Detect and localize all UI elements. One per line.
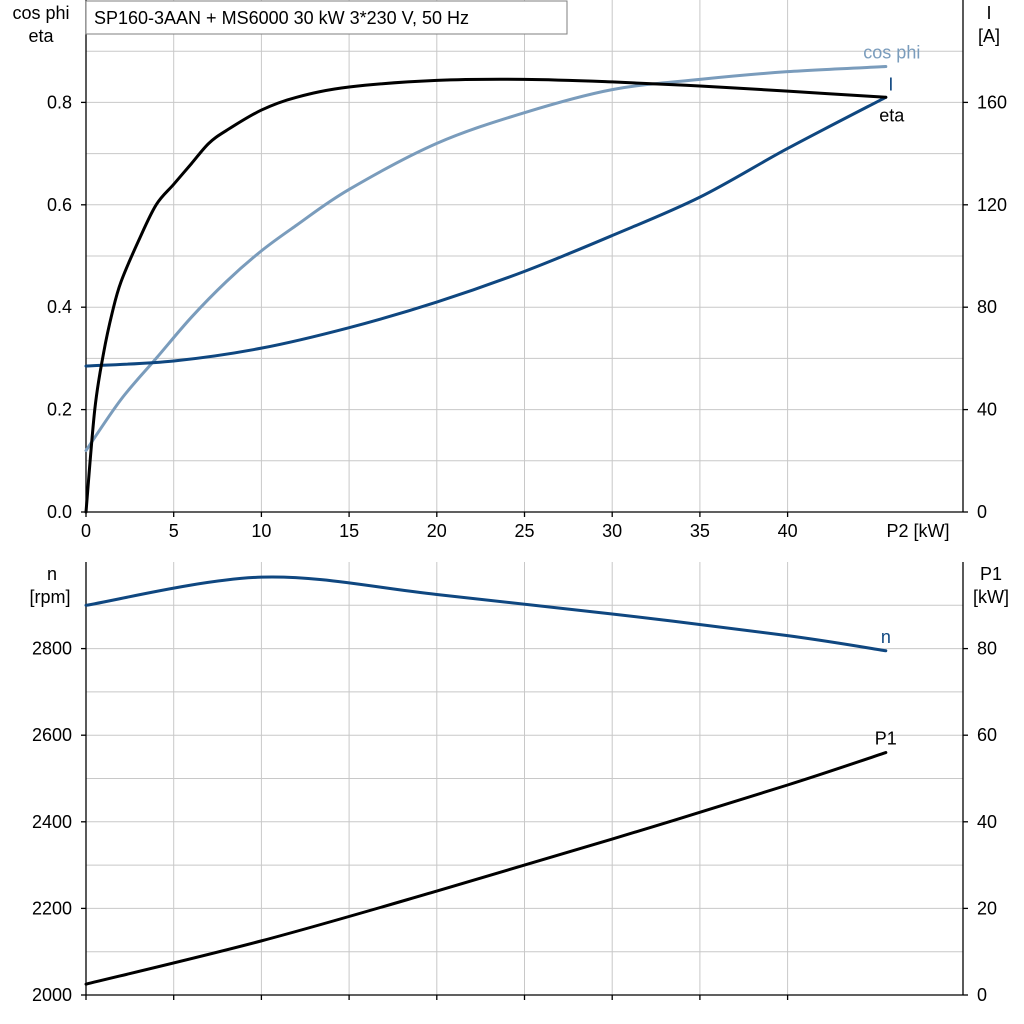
top-plot-grid: [86, 0, 963, 512]
x-tick-label: 5: [169, 521, 179, 541]
eta-curve: [84, 77, 888, 514]
chart-marks: 0 5 10 15 20 25 30 35 40 0.0 0.2 0.4 0.6 0.8 0 40 80 120 1…: [32, 43, 1007, 1005]
bottom-right-tick-label: 40: [977, 812, 997, 832]
top-left-ylabel-line1: cos phi: [12, 3, 69, 23]
bottom-left-tick-label: 2000: [32, 985, 72, 1005]
top-xlabel: P2 [kW]: [886, 521, 949, 541]
top-right-tick-label: 40: [977, 400, 997, 420]
top-left-ylabel-line2: eta: [28, 26, 54, 46]
bottom-left-tick-label: 2400: [32, 812, 72, 832]
bottom-right-tick-label: 20: [977, 898, 997, 918]
bottom-right-tick-label: 0: [977, 985, 987, 1005]
cos-phi-curve: [84, 65, 888, 453]
current-series-label: I: [888, 74, 893, 94]
chart-title: SP160-3AAN + MS6000 30 kW 3*230 V, 50 Hz: [94, 8, 469, 28]
top-right-tick-label: 80: [977, 297, 997, 317]
top-right-tick-label: 160: [977, 92, 1007, 112]
x-tick-label: 10: [251, 521, 271, 541]
bottom-left-ylabel-line1: n: [47, 564, 57, 584]
bottom-left-tick-label: 2200: [32, 898, 72, 918]
top-left-tick-label: 0.4: [47, 297, 72, 317]
x-tick-label: 15: [339, 521, 359, 541]
bottom-right-tick-label: 80: [977, 639, 997, 659]
speed-curve: [84, 575, 888, 653]
top-right-ylabel-line2: [A]: [978, 26, 1000, 46]
bottom-right-ylabel-line1: P1: [980, 564, 1002, 584]
eta-series-label: eta: [879, 105, 905, 125]
current-curve: [84, 95, 888, 368]
speed-series-label: n: [881, 627, 891, 647]
bottom-left-tick-label: 2800: [32, 639, 72, 659]
top-left-tick-label: 0.6: [47, 195, 72, 215]
bottom-left-tick-label: 2600: [32, 725, 72, 745]
top-right-tick-label: 0: [977, 502, 987, 522]
x-tick-label: 35: [690, 521, 710, 541]
top-left-tick-label: 0.2: [47, 400, 72, 420]
top-left-tick-label: 0.8: [47, 92, 72, 112]
cos-phi-series-label: cos phi: [863, 43, 920, 63]
x-tick-label: 25: [514, 521, 534, 541]
top-right-tick-label: 120: [977, 195, 1007, 215]
bottom-right-tick-label: 60: [977, 725, 997, 745]
bottom-plot-grid: [86, 562, 963, 995]
x-tick-label: 0: [81, 521, 91, 541]
title-box: [85, 0, 568, 35]
p1-curve: [84, 751, 888, 986]
top-right-ylabel-line1: I: [986, 3, 991, 23]
bottom-left-ylabel-line2: [rpm]: [29, 587, 70, 607]
x-tick-label: 30: [602, 521, 622, 541]
x-tick-label: 20: [427, 521, 447, 541]
p1-series-label: P1: [875, 729, 897, 749]
bottom-right-ylabel-line2: [kW]: [973, 587, 1009, 607]
x-tick-label: 40: [778, 521, 798, 541]
top-left-tick-label: 0.0: [47, 502, 72, 522]
